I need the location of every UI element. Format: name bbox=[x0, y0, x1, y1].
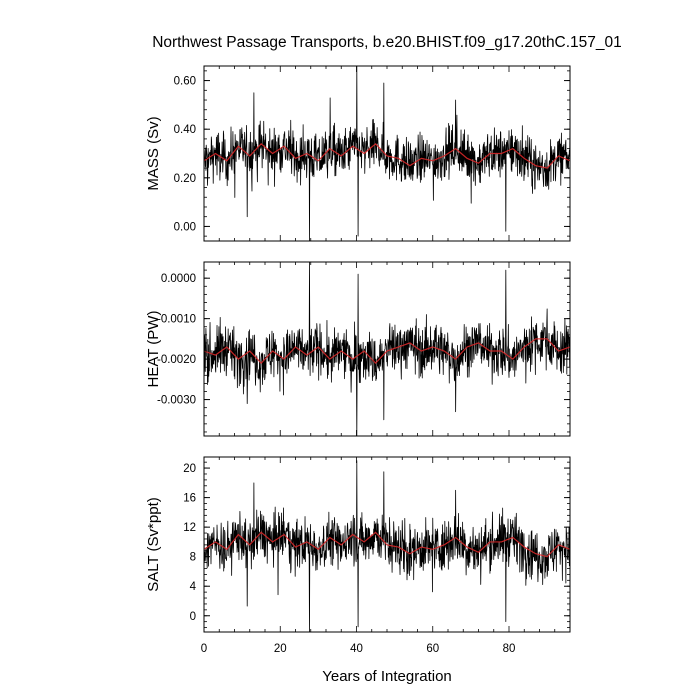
y-tick-label: 0.00 bbox=[174, 221, 196, 233]
y-tick-label: 16 bbox=[183, 493, 196, 505]
y-tick-label: -0.0020 bbox=[157, 354, 196, 366]
y-tick-label: 12 bbox=[183, 522, 196, 534]
y-tick-label: 0.60 bbox=[174, 76, 196, 88]
annual-mean-line bbox=[203, 142, 571, 169]
annual-mean-line bbox=[203, 531, 571, 558]
y-tick-label: 0 bbox=[190, 611, 196, 623]
panel-0: 0.00 0.20 0.40 0.60 MASS (Sv) bbox=[145, 65, 571, 242]
x-tick-label: 60 bbox=[426, 643, 439, 655]
y-tick-label: 0.0000 bbox=[161, 273, 196, 285]
x-tick-label: 0 bbox=[201, 643, 207, 655]
y-tick-label: -0.0010 bbox=[157, 314, 196, 326]
panel-1: -0.0030 -0.0020 -0.0010 0.0000 HEAT (PW) bbox=[145, 261, 571, 437]
y-axis-label: SALT (Sv*ppt) bbox=[145, 497, 162, 591]
y-axis-label: MASS (Sv) bbox=[145, 116, 162, 190]
y-tick-label: 0.20 bbox=[174, 173, 196, 185]
y-tick-label: 4 bbox=[190, 581, 197, 593]
panel-2: 0 4 8 12 16 20 0 20 40 60 80 SALT (Sv*ppt) bbox=[145, 456, 571, 655]
monthly-series-line bbox=[203, 65, 571, 242]
x-tick-label: 40 bbox=[350, 643, 363, 655]
monthly-series-line bbox=[203, 261, 571, 437]
annual-mean-line bbox=[203, 338, 571, 365]
chart-title: Northwest Passage Transports, b.e20.BHIS… bbox=[152, 34, 622, 51]
y-tick-label: 8 bbox=[190, 552, 196, 564]
y-axis-label: HEAT (PW) bbox=[145, 311, 162, 388]
y-tick-label: -0.0030 bbox=[157, 395, 196, 407]
x-tick-label: 20 bbox=[274, 643, 287, 655]
y-tick-label: 20 bbox=[183, 463, 196, 475]
x-tick-label: 80 bbox=[503, 643, 516, 655]
x-axis-label: Years of Integration bbox=[322, 668, 452, 685]
y-tick-label: 0.40 bbox=[174, 124, 196, 136]
